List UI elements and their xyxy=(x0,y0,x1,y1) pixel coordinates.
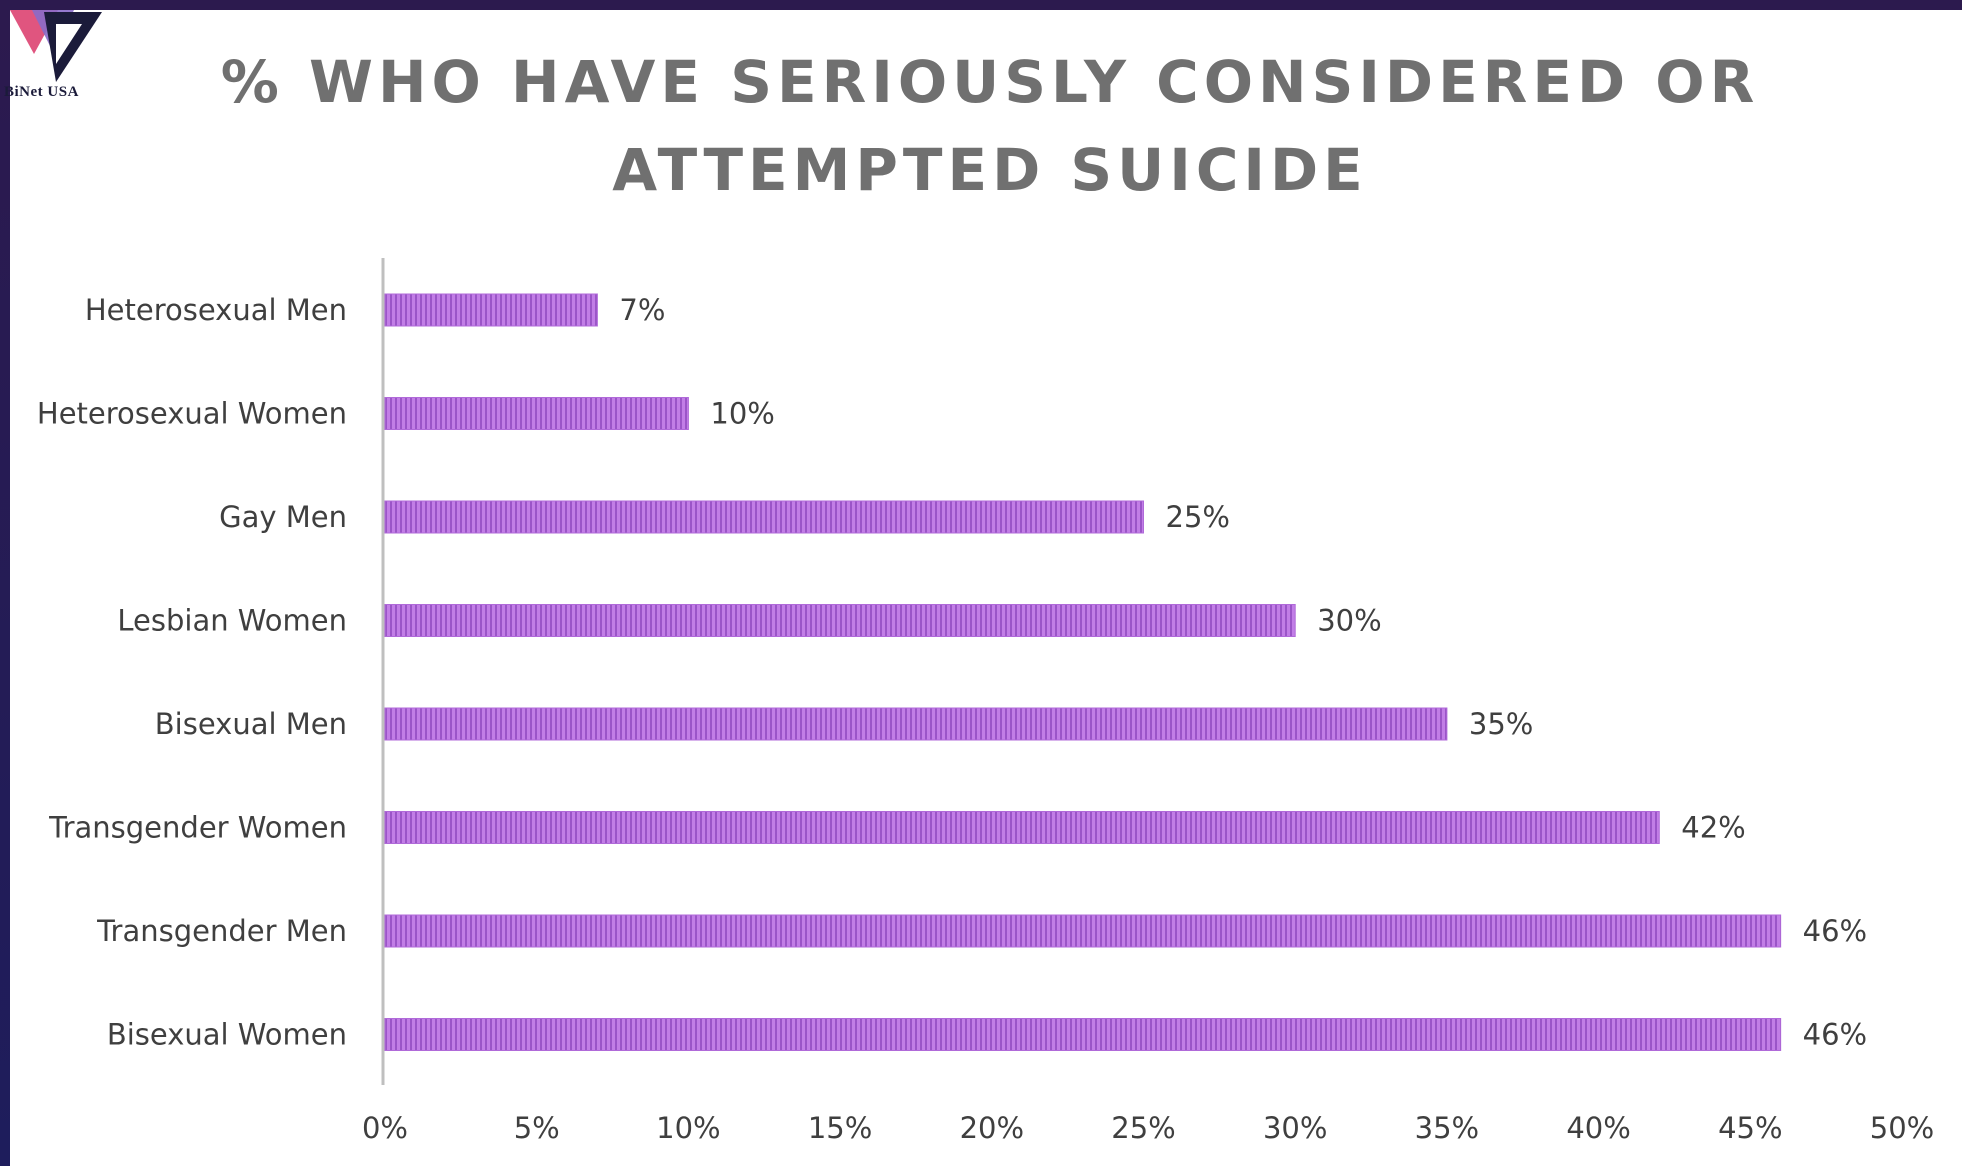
chart-title: % WHO HAVE SERIOUSLY CONSIDERED OR ATTEM… xyxy=(220,48,1760,204)
x-tick-label: 50% xyxy=(1870,1111,1934,1145)
x-tick-label: 45% xyxy=(1718,1111,1782,1145)
x-tick-label: 10% xyxy=(656,1111,720,1145)
category-label: Lesbian Women xyxy=(117,604,347,638)
value-label: 42% xyxy=(1681,811,1745,845)
bar xyxy=(384,1018,1782,1051)
category-label: Heterosexual Women xyxy=(37,397,347,431)
bar xyxy=(384,914,1782,948)
value-label: 30% xyxy=(1317,604,1381,638)
x-tick-label: 20% xyxy=(960,1111,1024,1145)
x-tick-label: 35% xyxy=(1415,1111,1479,1145)
value-label: 46% xyxy=(1803,1018,1867,1052)
bar xyxy=(384,500,1144,534)
logo-text: BiNet USA xyxy=(4,84,79,100)
bar xyxy=(384,811,1660,844)
value-label: 7% xyxy=(619,293,665,327)
category-label: Bisexual Women xyxy=(107,1018,347,1052)
category-label: Transgender Women xyxy=(48,811,347,845)
value-label: 25% xyxy=(1166,500,1230,534)
category-label: Gay Men xyxy=(219,500,347,534)
category-label: Heterosexual Men xyxy=(85,293,347,327)
bar xyxy=(384,604,1296,637)
chart-panel xyxy=(10,10,1962,1166)
x-tick-label: 5% xyxy=(514,1111,560,1145)
x-tick-label: 0% xyxy=(362,1111,408,1145)
x-tick-label: 15% xyxy=(808,1111,872,1145)
category-label: Transgender Men xyxy=(96,914,347,948)
bar xyxy=(384,397,689,430)
value-label: 35% xyxy=(1469,707,1533,741)
x-tick-label: 25% xyxy=(1111,1111,1175,1145)
x-tick-label: 40% xyxy=(1566,1111,1630,1145)
binet-logo-icon xyxy=(10,10,102,82)
bar xyxy=(384,293,598,327)
bar xyxy=(384,707,1448,741)
category-label: Bisexual Men xyxy=(155,707,347,741)
value-label: 46% xyxy=(1803,914,1867,948)
value-label: 10% xyxy=(710,397,774,431)
x-tick-label: 30% xyxy=(1263,1111,1327,1145)
